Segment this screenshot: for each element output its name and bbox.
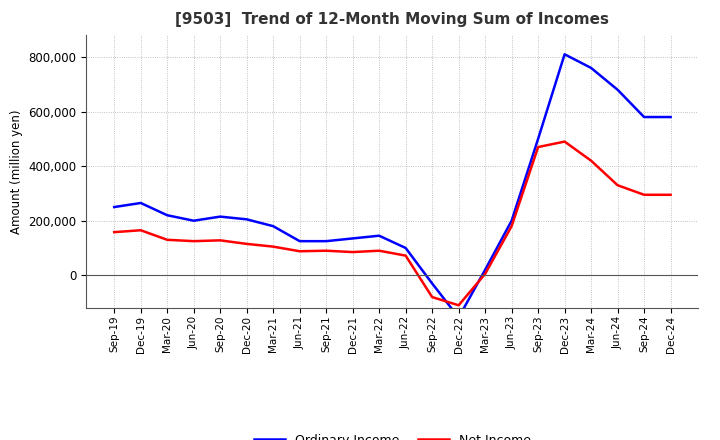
Ordinary Income xyxy=(375,233,384,238)
Net Income xyxy=(401,253,410,258)
Net Income xyxy=(454,303,463,308)
Ordinary Income xyxy=(322,238,330,244)
Net Income xyxy=(295,249,304,254)
Ordinary Income xyxy=(534,136,542,142)
Ordinary Income xyxy=(401,246,410,251)
Ordinary Income xyxy=(508,218,516,224)
Net Income xyxy=(481,271,490,277)
Ordinary Income xyxy=(136,200,145,205)
Net Income xyxy=(508,224,516,229)
Ordinary Income xyxy=(295,238,304,244)
Ordinary Income xyxy=(560,51,569,57)
Net Income xyxy=(613,183,622,188)
Ordinary Income xyxy=(454,315,463,320)
Ordinary Income xyxy=(348,236,357,241)
Net Income xyxy=(348,249,357,255)
Legend: Ordinary Income, Net Income: Ordinary Income, Net Income xyxy=(248,429,536,440)
Net Income xyxy=(322,248,330,253)
Net Income xyxy=(587,158,595,163)
Net Income xyxy=(216,238,225,243)
Net Income xyxy=(243,241,251,246)
Y-axis label: Amount (million yen): Amount (million yen) xyxy=(10,110,23,234)
Net Income xyxy=(110,230,119,235)
Net Income xyxy=(640,192,649,198)
Net Income xyxy=(428,294,436,300)
Net Income xyxy=(136,227,145,233)
Ordinary Income xyxy=(481,267,490,272)
Ordinary Income xyxy=(640,114,649,120)
Ordinary Income xyxy=(216,214,225,219)
Ordinary Income xyxy=(666,114,675,120)
Title: [9503]  Trend of 12-Month Moving Sum of Incomes: [9503] Trend of 12-Month Moving Sum of I… xyxy=(176,12,609,27)
Ordinary Income xyxy=(428,281,436,286)
Line: Net Income: Net Income xyxy=(114,142,670,305)
Net Income xyxy=(560,139,569,144)
Net Income xyxy=(375,248,384,253)
Net Income xyxy=(189,238,198,244)
Ordinary Income xyxy=(163,213,171,218)
Ordinary Income xyxy=(243,217,251,222)
Ordinary Income xyxy=(269,224,277,229)
Ordinary Income xyxy=(110,205,119,210)
Net Income xyxy=(269,244,277,249)
Ordinary Income xyxy=(613,87,622,92)
Net Income xyxy=(163,237,171,242)
Net Income xyxy=(666,192,675,198)
Ordinary Income xyxy=(189,218,198,224)
Line: Ordinary Income: Ordinary Income xyxy=(114,54,670,318)
Ordinary Income xyxy=(587,65,595,70)
Net Income xyxy=(534,144,542,150)
